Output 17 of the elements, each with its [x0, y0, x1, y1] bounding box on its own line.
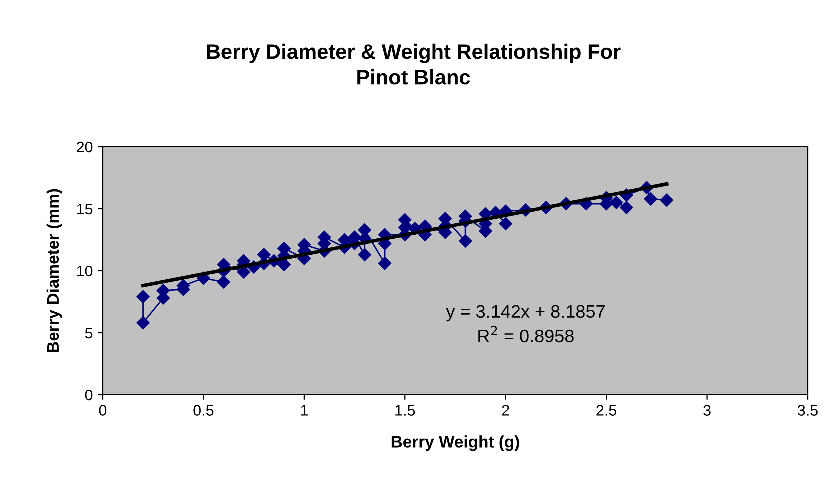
y-tick-label: 5	[85, 328, 93, 339]
x-tick-label: 0	[99, 405, 107, 416]
x-tick-label: 1.5	[396, 405, 416, 416]
y-tick-label: 10	[77, 266, 93, 277]
x-tick-label: 3.5	[798, 405, 818, 416]
x-tick-label: 2.5	[596, 405, 617, 416]
x-tick-label: 1	[301, 405, 308, 416]
y-axis-title: Berry Diameter (mm)	[46, 189, 62, 352]
y-tick-label: 20	[77, 142, 93, 153]
chart-title: Berry Diameter & Weight Relationship For Pinot Blanc	[207, 44, 621, 85]
x-axis-title: Berry Weight (g)	[392, 436, 520, 452]
y-tick-label: 15	[77, 204, 93, 215]
y-tick-label: 0	[85, 390, 93, 401]
x-tick-label: 3	[704, 405, 711, 416]
annotation: y = 3.142x + 8.1857 R$^{2}$ = 0.8958	[446, 305, 605, 343]
x-tick-label: 0.5	[194, 405, 214, 416]
x-tick-label: 2	[502, 405, 510, 416]
